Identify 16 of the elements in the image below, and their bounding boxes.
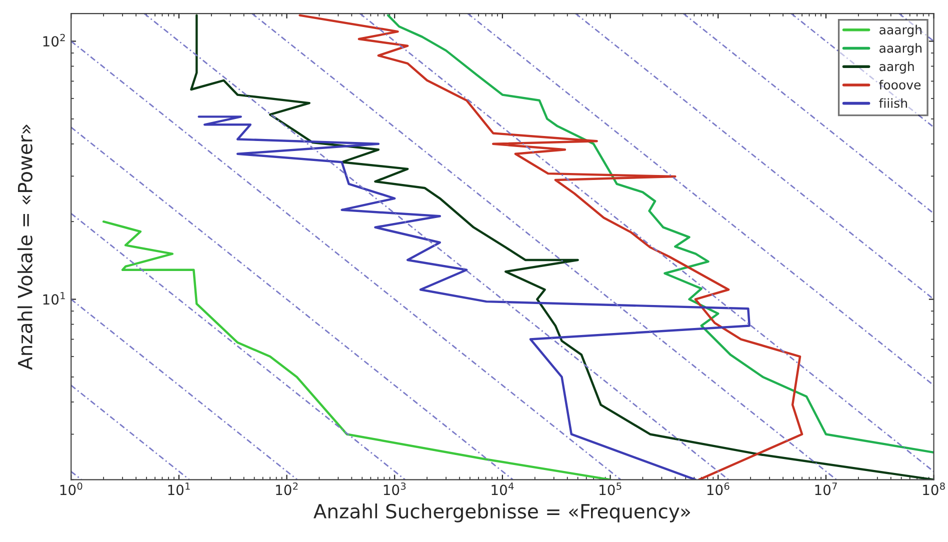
x-tick-label: 10$^{3}$ bbox=[384, 482, 406, 496]
legend-label: fooove bbox=[879, 80, 921, 90]
legend-label: aaargh bbox=[880, 24, 922, 37]
legend-label: aargh bbox=[880, 61, 914, 74]
x-tick-label: 10$^{4}$ bbox=[492, 482, 514, 496]
x-tick-label: 10$^{6}$ bbox=[707, 482, 730, 496]
x-tick-label: 10$^{0}$ bbox=[60, 482, 82, 496]
legend-label: fiiish bbox=[879, 98, 907, 108]
x-tick-label: 10$^{1}$ bbox=[168, 482, 190, 496]
x-tick-label: 10$^{5}$ bbox=[600, 482, 622, 496]
y-axis-title: Anzahl Vokale = «Power» bbox=[17, 124, 32, 370]
legend-label: aaargh bbox=[880, 43, 922, 56]
x-tick-label: 10$^{8}$ bbox=[923, 482, 945, 496]
x-axis-title: Anzahl Suchergebnisse = «Frequency» bbox=[314, 504, 690, 522]
x-tick-label: 10$^{2}$ bbox=[276, 482, 298, 496]
x-tick-label: 10$^{7}$ bbox=[815, 482, 837, 496]
